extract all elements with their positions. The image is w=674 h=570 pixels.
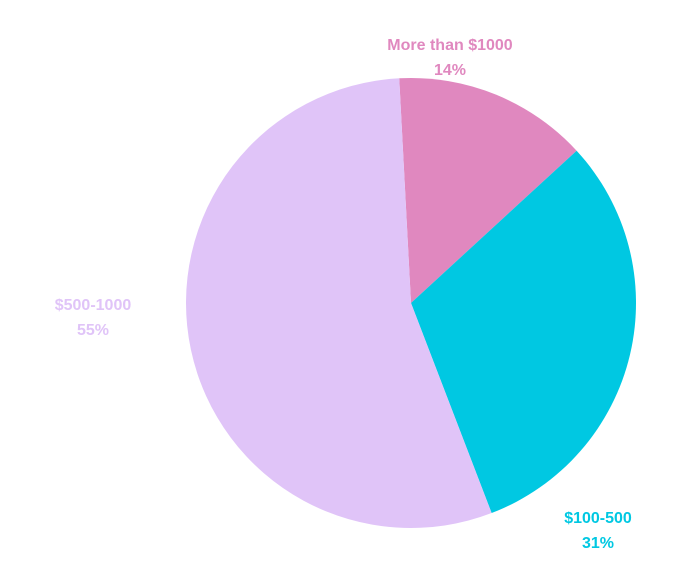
slice-label: More than $1000 <box>387 37 512 54</box>
slice-value-label: 31% <box>582 535 614 552</box>
pie-slice <box>399 78 577 304</box>
slice-label: $500-1000 <box>55 297 132 314</box>
pie-slice <box>186 78 492 529</box>
slice-value-label: 55% <box>77 322 109 339</box>
pie-slice <box>411 150 636 514</box>
slice-label: $100-500 <box>564 510 632 527</box>
slice-value-label: 14% <box>434 62 466 79</box>
